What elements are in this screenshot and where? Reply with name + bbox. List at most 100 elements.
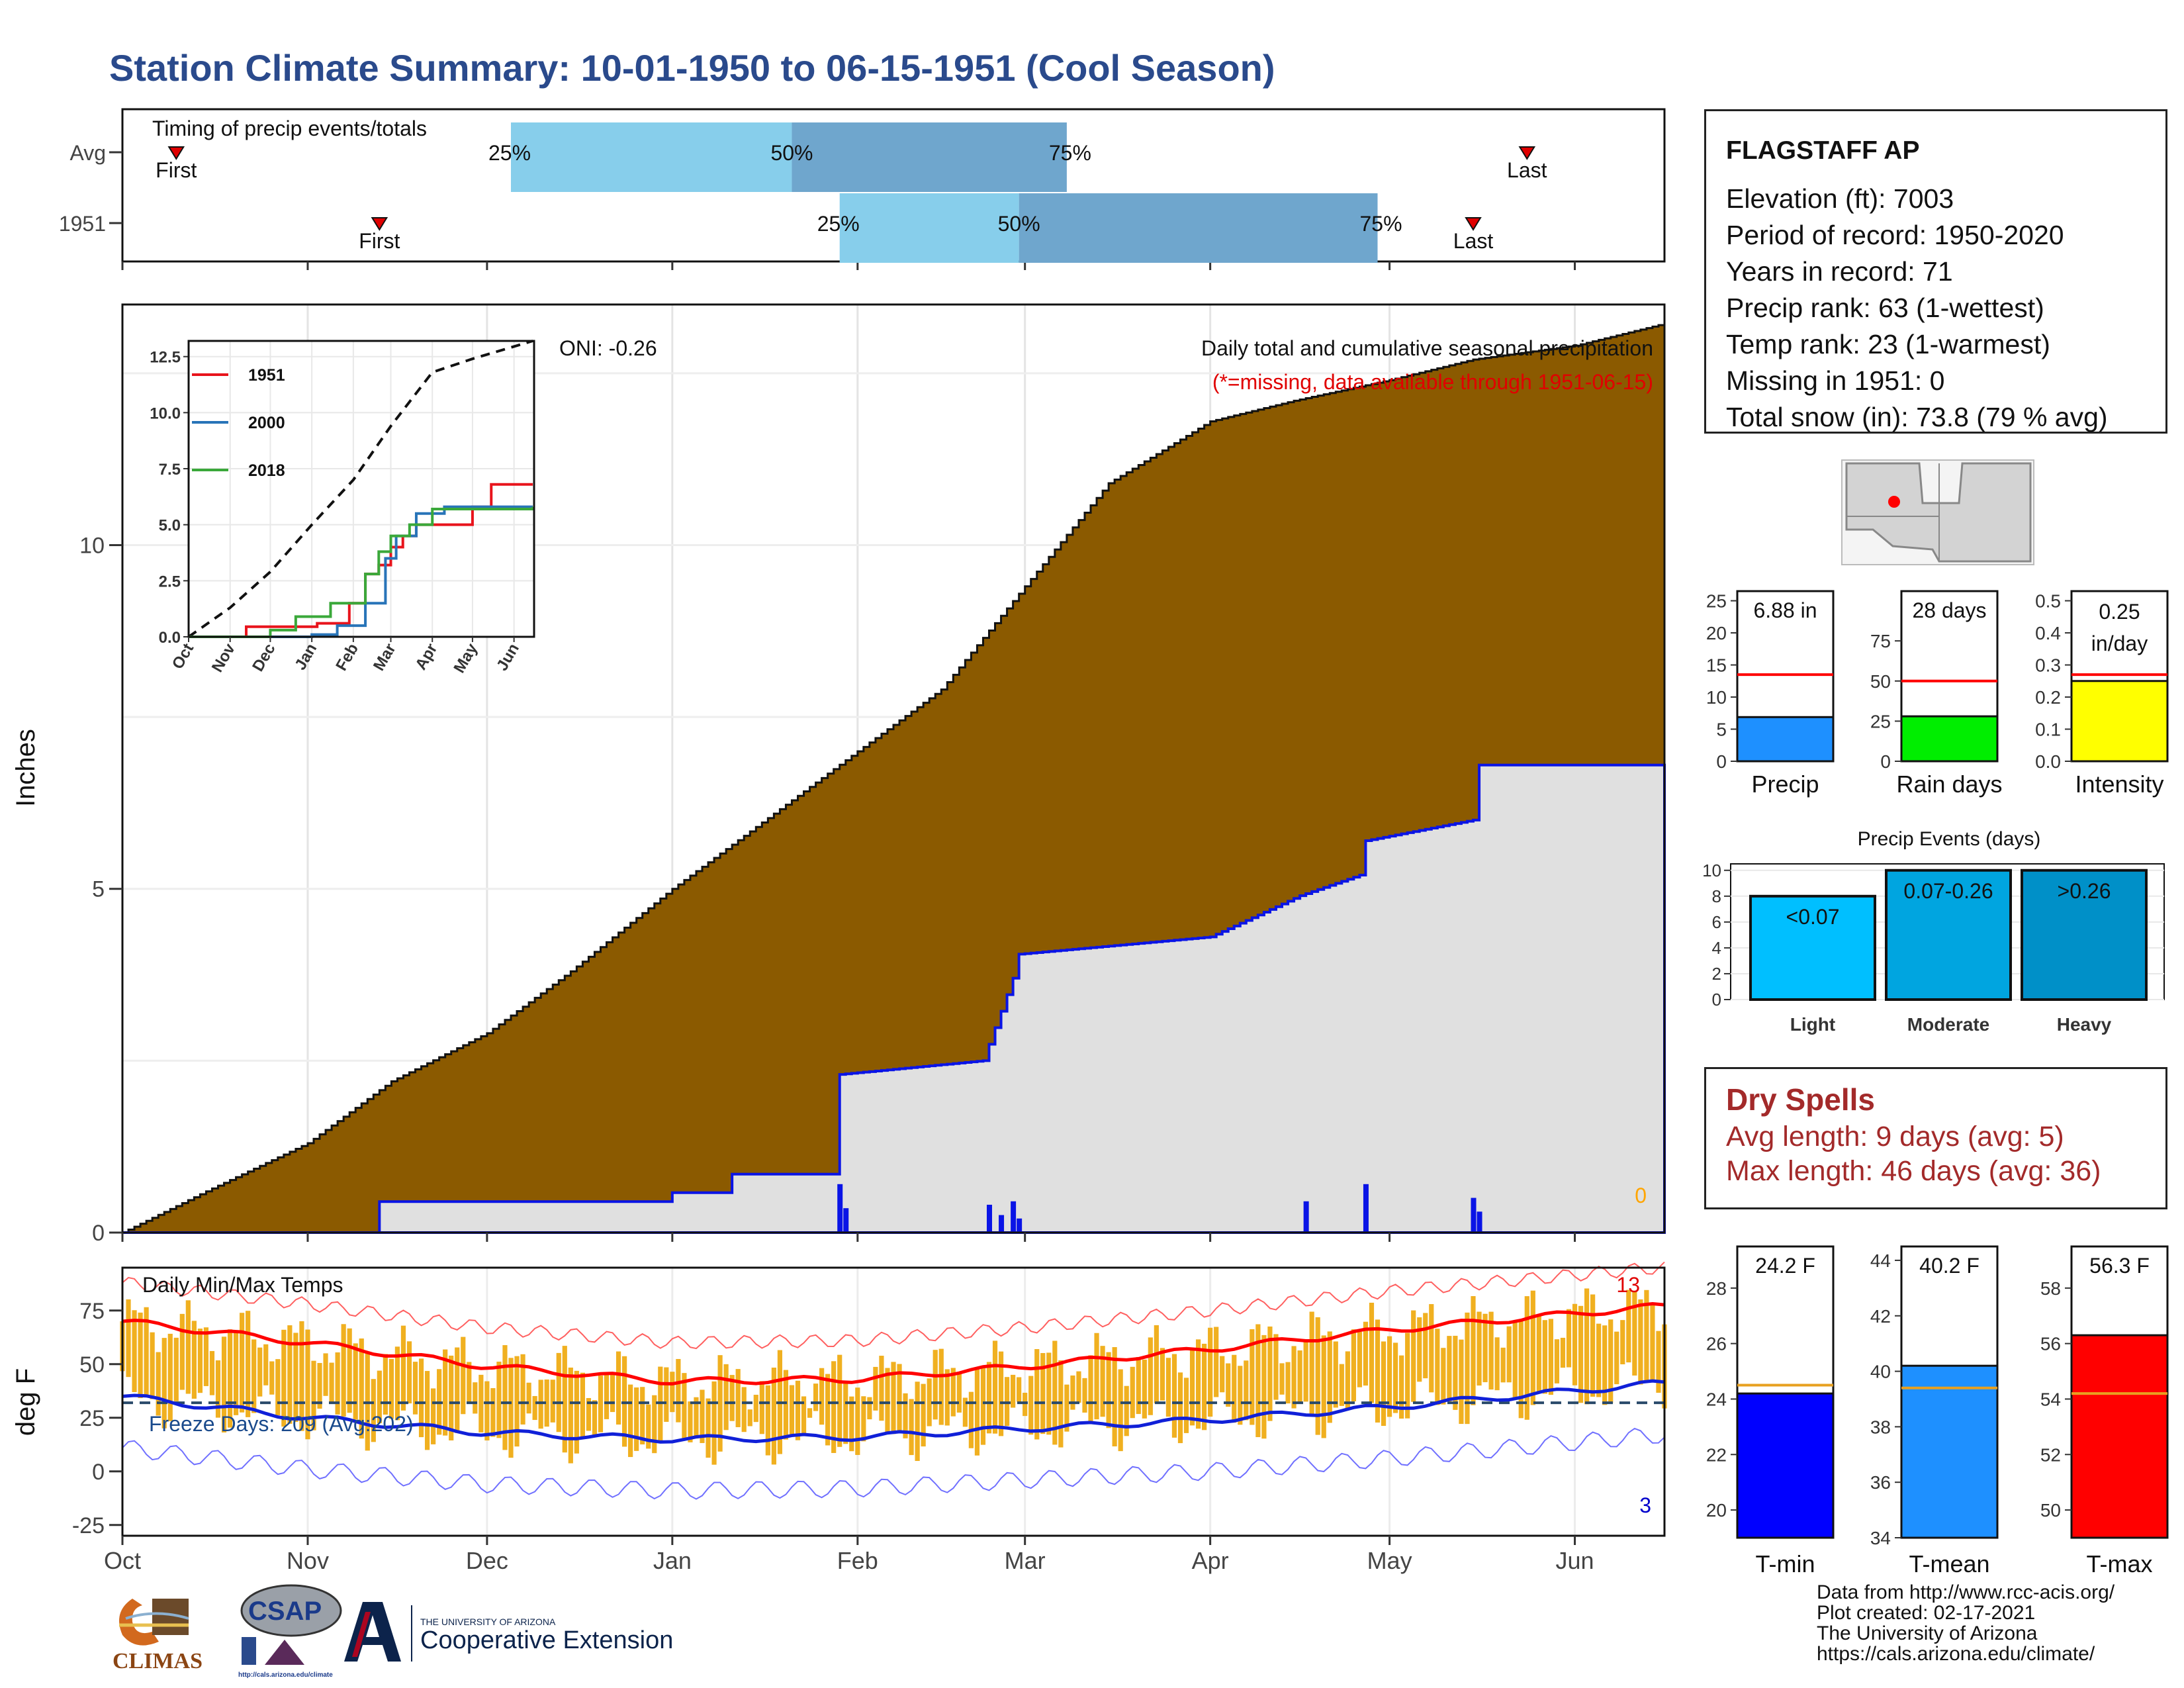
ua-large-text: Cooperative Extension <box>420 1626 673 1654</box>
daily-temp-bar <box>502 1345 508 1450</box>
daily-temp-bar <box>628 1384 633 1458</box>
precip-events-bar <box>1749 894 1876 1002</box>
daily-temp-bar <box>412 1362 418 1415</box>
daily-temp-bar <box>1590 1294 1596 1397</box>
daily-temp-bar <box>682 1373 687 1438</box>
oni-value: ONI: -0.26 <box>559 336 657 360</box>
daily-temp-bar <box>1321 1335 1326 1438</box>
t-max-gauge-bar <box>2070 1334 2169 1539</box>
daily-temp-bar <box>861 1396 866 1442</box>
daily-temp-bar <box>962 1397 968 1427</box>
daily-temp-bar <box>652 1395 657 1454</box>
daily-temp-bar <box>915 1382 920 1462</box>
daily-temp-bar <box>1363 1321 1369 1386</box>
daily-temp-bar <box>1453 1335 1458 1410</box>
daily-temp-bar <box>1279 1363 1285 1395</box>
intensity-gauge-y-tick-label: 0.5 <box>2035 591 2061 612</box>
daily-temp-bar <box>1465 1312 1470 1425</box>
daily-temp-bar <box>544 1379 549 1427</box>
daily-temp-bar <box>156 1352 161 1416</box>
daily-temp-bar <box>1040 1353 1046 1434</box>
daily-temp-bar <box>933 1350 938 1420</box>
daily-temp-bar <box>1488 1311 1494 1390</box>
intensity-gauge-bar <box>2070 680 2169 763</box>
t-min-gauge-caption: T-min <box>1756 1550 1815 1577</box>
year-cumulative-precip-area <box>122 763 1666 1234</box>
daily-temp-bar <box>233 1332 239 1415</box>
daily-temp-bar <box>1076 1371 1081 1403</box>
intensity-gauge-y-tick-label: 0.0 <box>2035 751 2061 772</box>
daily-temp-bar <box>1339 1364 1344 1406</box>
precip-gauge-value-label: 6.88 in <box>1753 598 1817 622</box>
timeline-q50-label: 50% <box>770 141 813 165</box>
daily-temp-bar <box>365 1352 370 1451</box>
daily-temp-bar <box>741 1387 747 1432</box>
precip-gauge-bar <box>1736 716 1835 763</box>
daily-temp-bar <box>1189 1350 1195 1426</box>
t-min-gauge-y-tick-label: 22 <box>1706 1444 1727 1465</box>
daily-temp-bar <box>532 1395 537 1421</box>
daily-temp-bar <box>185 1300 191 1394</box>
daily-temp-bar <box>1214 1327 1219 1397</box>
x-axis-month-label: Nov <box>287 1547 329 1574</box>
t-min-gauge-bar <box>1736 1392 1835 1539</box>
daily-temp-bar <box>287 1325 293 1424</box>
station-precip-rank: Precip rank: 63 (1-wettest) <box>1726 293 2044 323</box>
x-axis-month-label: Jun <box>1556 1547 1594 1574</box>
credit-data-source: Data from http://www.rcc-acis.org/ <box>1817 1581 2115 1603</box>
timeline-q50-label: 50% <box>998 212 1040 236</box>
inset-legend-label: 2018 <box>248 461 285 480</box>
daily-temp-bar <box>467 1362 472 1404</box>
precip-gauge-y-tick-label: 20 <box>1706 623 1727 643</box>
daily-temp-bar <box>1142 1359 1147 1419</box>
intensity-gauge-y-tick-label: 0.2 <box>2035 687 2061 708</box>
intensity-gauge-y-tick-label: 0.1 <box>2035 720 2061 740</box>
record-low-line <box>122 1427 1665 1500</box>
daily-temp-bar <box>1154 1325 1159 1403</box>
daily-temp-bar <box>406 1341 412 1404</box>
daily-temp-bar <box>1291 1346 1297 1409</box>
daily-temp-bar <box>1112 1347 1117 1446</box>
station-location-marker <box>1888 496 1900 508</box>
climas-logo: CLIMAS <box>113 1599 203 1673</box>
daily-temp-bar <box>1195 1339 1201 1429</box>
daily-temp-bar <box>1226 1363 1231 1407</box>
intensity-gauge-caption: Intensity <box>2075 771 2163 798</box>
first-event-label: First <box>359 229 400 253</box>
daily-temp-bar <box>1160 1348 1165 1401</box>
daily-temp-bar <box>789 1385 795 1437</box>
daily-temp-bar <box>1082 1378 1087 1413</box>
timeline-q25-label: 25% <box>488 141 531 165</box>
rain-days-gauge-y-tick-label: 50 <box>1870 671 1891 692</box>
precip-panel-frame <box>121 303 1666 1234</box>
daily-temp-bar <box>490 1388 496 1437</box>
daily-temp-bar <box>873 1366 878 1411</box>
daily-temp-bar <box>909 1399 914 1456</box>
daily-temp-bar <box>700 1389 705 1443</box>
temp-y-tick-label: 75 <box>79 1299 105 1324</box>
daily-temp-bar <box>688 1401 693 1442</box>
station-missing: Missing in 1951: 0 <box>1726 365 1945 396</box>
daily-temp-bar <box>807 1408 813 1418</box>
daily-temp-bar <box>867 1397 872 1420</box>
daily-temp-bar <box>891 1362 896 1434</box>
x-axis-month-label: Feb <box>837 1547 878 1574</box>
timeline-title: Timing of precip events/totals <box>152 117 427 140</box>
daily-temp-bar <box>1220 1356 1225 1393</box>
daily-precip-bar <box>999 1215 1005 1233</box>
daily-temp-bar <box>1369 1302 1375 1403</box>
daily-temp-bar <box>240 1313 245 1413</box>
daily-temp-bar <box>729 1375 735 1421</box>
daily-temp-bar <box>843 1382 848 1444</box>
daily-temp-bar <box>496 1361 502 1438</box>
precip-events-bar <box>2021 868 2148 1002</box>
daily-temp-bar <box>1477 1311 1482 1386</box>
credit-plot-created: Plot created: 02-17-2021 <box>1817 1602 2036 1624</box>
temp-y-tick-label: 0 <box>92 1460 105 1485</box>
daily-temp-bar <box>388 1358 394 1419</box>
daily-temp-bar <box>347 1328 352 1413</box>
precip-events-category-label: Light <box>1790 1014 1835 1035</box>
climas-text: CLIMAS <box>113 1649 203 1673</box>
x-axis-month-label: May <box>1367 1547 1412 1574</box>
